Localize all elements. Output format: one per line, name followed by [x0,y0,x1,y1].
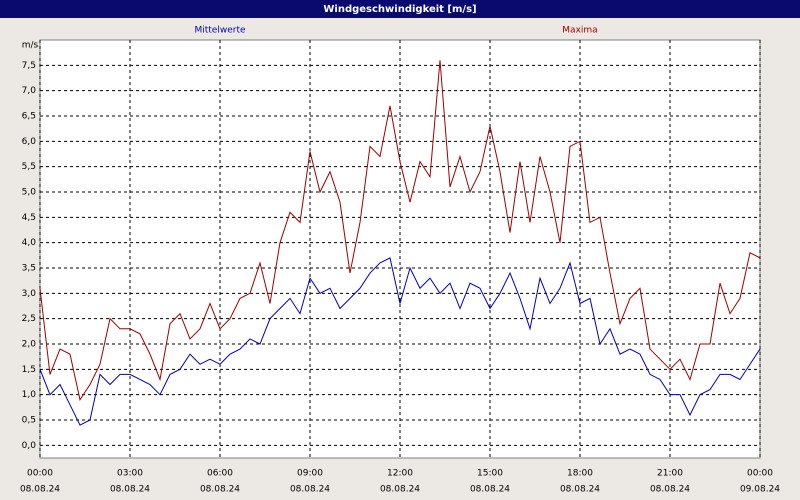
x-tick-label: 00:00 [27,469,53,479]
x-tick-date: 08.08.24 [20,485,60,495]
x-tick-label: 18:00 [567,469,593,479]
x-tick-date: 08.08.24 [560,485,600,495]
y-tick-label: 5,0 [22,188,37,198]
y-tick-label: 4,0 [22,238,37,248]
x-tick-label: 03:00 [117,469,143,479]
y-tick-label: 5,5 [22,162,36,172]
series-line [39,60,761,401]
y-unit: m/s [22,41,39,51]
y-tick-label: 4,5 [22,213,36,223]
x-tick-date: 08.08.24 [290,485,330,495]
y-tick-label: 7,5 [22,61,36,71]
y-tick-label: 1,0 [22,390,37,400]
x-tick-date: 08.08.24 [380,485,420,495]
x-tick-date: 08.08.24 [110,485,150,495]
series-line [39,257,761,426]
x-tick-label: 06:00 [207,469,233,479]
y-tick-label: 7,0 [22,86,37,96]
y-tick-label: 2,0 [22,340,37,350]
y-tick-label: 1,5 [22,365,36,375]
y-tick-label: 6,5 [22,112,36,122]
x-tick-date: 08.08.24 [200,485,240,495]
x-tick-label: 12:00 [387,469,413,479]
y-tick-label: 3,5 [22,264,36,274]
legend-label: Mittelwerte [194,26,245,36]
x-tick-label: 00:00 [747,469,773,479]
x-tick-label: 09:00 [297,469,323,479]
legend-label: Maxima [562,26,597,36]
y-tick-label: 6,0 [22,137,37,147]
y-tick-label: 2,5 [22,314,36,324]
y-tick-label: 0,5 [22,416,36,426]
title-bar [0,0,800,18]
chart-title: Windgeschwindigkeit [m/s] [323,4,476,15]
x-tick-label: 21:00 [657,469,683,479]
x-tick-date: 08.08.24 [650,485,690,495]
y-tick-label: 3,0 [22,289,37,299]
x-tick-label: 15:00 [477,469,503,479]
x-tick-date: 08.08.24 [470,485,510,495]
x-tick-date: 09.08.24 [740,485,780,495]
y-tick-label: 0,0 [22,441,37,451]
